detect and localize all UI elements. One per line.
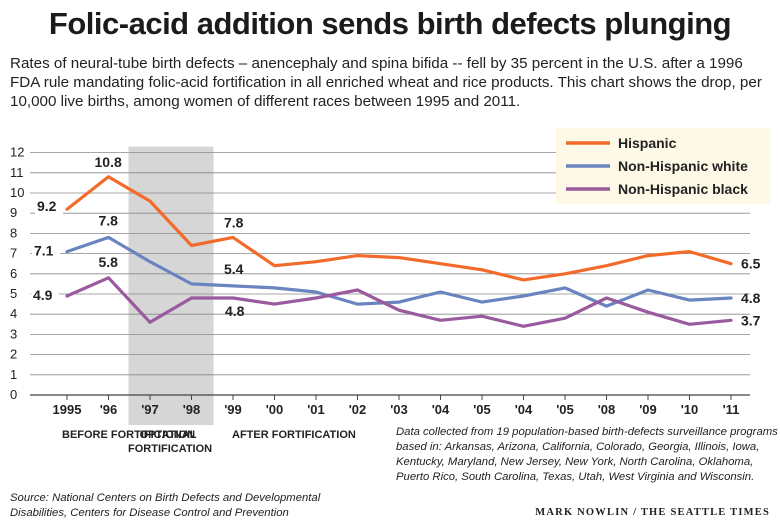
x-tick-label: '04 (432, 402, 450, 417)
chart-subtitle: Rates of neural-tube birth defects – ane… (10, 55, 762, 110)
y-tick-label: 5 (10, 286, 17, 301)
data-label: 10.8 (95, 154, 122, 170)
x-tick-label: '01 (307, 402, 325, 417)
x-tick-label: '10 (681, 402, 699, 417)
x-tick-label: '99 (224, 402, 242, 417)
series-line-2 (65, 276, 733, 328)
y-tick-label: 2 (10, 347, 17, 362)
data-note: Data collected from 19 population-based … (396, 426, 778, 483)
data-label: 4.8 (225, 303, 245, 319)
y-tick-label: 7 (10, 246, 17, 261)
data-label: 5.8 (99, 254, 119, 270)
legend: Hispanic Non-Hispanic white Non-Hispanic b… (556, 128, 770, 204)
x-tick-label: '05 (556, 402, 574, 417)
y-tick-label: 11 (10, 165, 24, 180)
data-label: 7.8 (99, 212, 119, 228)
y-tick-label: 0 (10, 387, 17, 402)
x-tick-label: 1995 (53, 402, 82, 417)
y-tick-label: 4 (10, 306, 17, 321)
data-label: 5.4 (224, 261, 244, 277)
series-layer (65, 175, 733, 328)
x-tick-label: '98 (183, 402, 201, 417)
data-label: 3.7 (741, 312, 761, 328)
legend-label: Hispanic (618, 135, 677, 151)
phase-label-before: BEFORE FORTIFICATION (62, 429, 196, 441)
chart-title: Folic-acid addition sends birth defects … (48, 6, 732, 41)
x-tick-label: '03 (390, 402, 408, 417)
x-tick-label: '05 (473, 402, 491, 417)
data-label: 4.8 (741, 290, 761, 306)
y-tick-label: 10 (10, 185, 24, 200)
x-tick-label: '96 (100, 402, 118, 417)
data-label: 7.8 (224, 214, 244, 230)
legend-label: Non-Hispanic white (618, 158, 748, 174)
series-line-0 (65, 175, 733, 282)
data-label: 6.5 (741, 256, 761, 272)
legend-label: Non-Hispanic black (618, 181, 748, 197)
x-tick-label: '09 (639, 402, 657, 417)
source-note: Source: National Centers on Birth Defect… (10, 492, 321, 519)
data-label-bg (31, 288, 59, 305)
x-axis-ticks: 1995 '96 '97 '98 '99 '00 '01 '02 '03 '04 '05 '04 '05… (53, 395, 740, 417)
y-tick-label: 6 (10, 266, 17, 281)
x-tick-label: '00 (266, 402, 284, 417)
phase-label-after: AFTER FORTIFICATION (232, 429, 356, 441)
x-tick-label: '97 (141, 402, 159, 417)
data-labels-layer: 9.2 10.8 7.8 6.5 7.1 7.8 5.4 4.8 4.9 5.8 4.8 3.7 (31, 154, 761, 328)
x-tick-label: '04 (515, 402, 533, 417)
series-line-1 (65, 235, 733, 308)
data-label-bg (35, 199, 63, 216)
y-tick-label: 3 (10, 326, 17, 341)
x-tick-label: '08 (598, 402, 616, 417)
data-label: 9.2 (37, 198, 57, 214)
phase-label-optional: OPTIONAL FORTIFICATION (128, 429, 213, 455)
credit-line: MARK NOWLIN / THE SEATTLE TIMES (535, 507, 770, 518)
data-label: 7.1 (34, 243, 54, 259)
data-label-bg (32, 243, 60, 260)
y-tick-label: 9 (10, 205, 17, 220)
data-label: 4.9 (33, 287, 53, 303)
x-tick-label: '02 (349, 402, 367, 417)
y-tick-label: 12 (10, 145, 24, 160)
y-tick-label: 1 (10, 367, 17, 382)
x-tick-label: '11 (723, 402, 740, 417)
y-tick-label: 8 (10, 225, 17, 240)
